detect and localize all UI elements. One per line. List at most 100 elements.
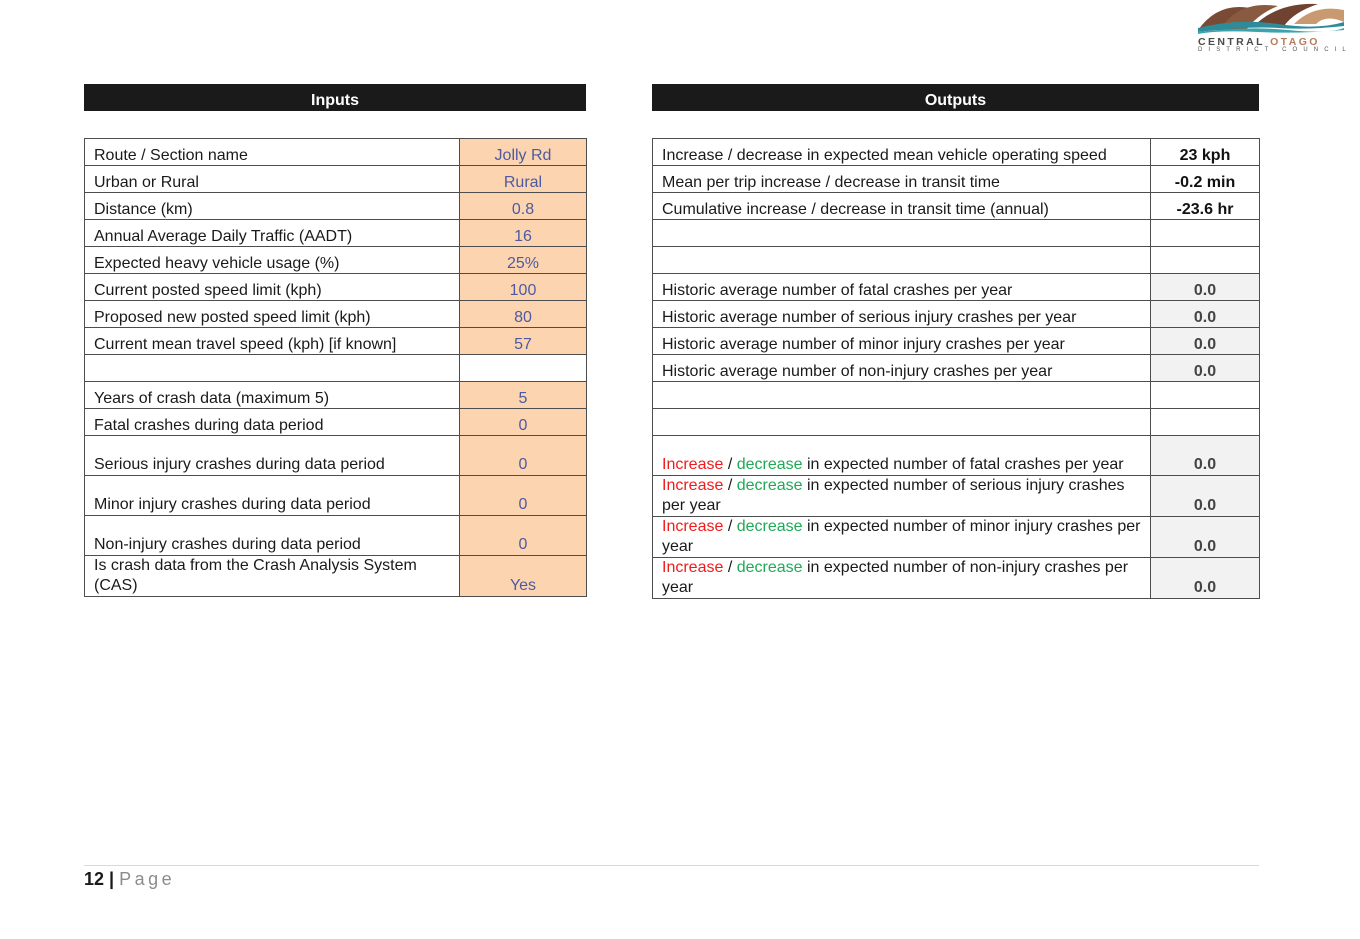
output-label: Increase / decrease in expected number o…	[652, 475, 1151, 517]
output-label: Mean per trip increase / decrease in tra…	[652, 165, 1151, 193]
input-label: Current posted speed limit (kph)	[84, 273, 460, 301]
table-row: Current posted speed limit (kph) 100	[84, 273, 587, 301]
input-value[interactable]: Rural	[459, 165, 587, 193]
table-row: Urban or Rural Rural	[84, 165, 587, 193]
input-value[interactable]: 0	[459, 515, 587, 556]
table-row: Mean per trip increase / decrease in tra…	[652, 165, 1260, 193]
table-row: Increase / decrease in expected mean veh…	[652, 138, 1260, 166]
output-value: 23 kph	[1150, 138, 1260, 166]
decrease-word: decrease	[736, 559, 803, 576]
table-row-blank	[652, 381, 1260, 409]
page-label: Page	[119, 869, 176, 889]
separator: /	[723, 456, 737, 473]
input-value	[459, 354, 587, 382]
output-label: Historic average number of minor injury …	[652, 327, 1151, 355]
input-value[interactable]: 80	[459, 300, 587, 328]
input-label: Annual Average Daily Traffic (AADT)	[84, 219, 460, 247]
input-label: Fatal crashes during data period	[84, 408, 460, 436]
outputs-header: Outputs	[652, 84, 1259, 111]
input-label: Distance (km)	[84, 192, 460, 220]
decrease-word: decrease	[736, 456, 803, 473]
table-row: Historic average number of minor injury …	[652, 327, 1260, 355]
table-row-blank	[652, 246, 1260, 274]
output-label	[652, 381, 1151, 409]
input-value[interactable]: 0	[459, 408, 587, 436]
input-label: Expected heavy vehicle usage (%)	[84, 246, 460, 274]
input-label: Minor injury crashes during data period	[84, 475, 460, 516]
input-value[interactable]: 0	[459, 435, 587, 476]
footer-divider	[84, 865, 1259, 866]
label-rest: in expected number of minor injury crash…	[662, 518, 1141, 555]
table-row: Minor injury crashes during data period …	[84, 475, 587, 516]
output-value: 0.0	[1150, 516, 1260, 558]
input-value[interactable]: 0	[459, 475, 587, 516]
output-value	[1150, 219, 1260, 247]
table-row-blank	[84, 354, 587, 382]
page-number: 12	[84, 869, 105, 889]
table-row: Increase / decrease in expected number o…	[652, 516, 1260, 558]
input-value[interactable]: 25%	[459, 246, 587, 274]
output-value: 0.0	[1150, 475, 1260, 517]
input-value[interactable]: 5	[459, 381, 587, 409]
output-value: -23.6 hr	[1150, 192, 1260, 220]
output-label	[652, 246, 1151, 274]
output-label: Increase / decrease in expected number o…	[652, 557, 1151, 599]
table-row: Increase / decrease in expected number o…	[652, 435, 1260, 476]
input-value[interactable]: 0.8	[459, 192, 587, 220]
table-row: Historic average number of fatal crashes…	[652, 273, 1260, 301]
output-label: Historic average number of serious injur…	[652, 300, 1151, 328]
separator: /	[723, 559, 737, 576]
inputs-table: Route / Section name Jolly Rd Urban or R…	[84, 138, 587, 597]
table-row: Historic average number of serious injur…	[652, 300, 1260, 328]
logo-subtitle: DISTRICT COUNCIL	[1198, 47, 1352, 53]
table-row-blank	[652, 408, 1260, 436]
output-value: 0.0	[1150, 327, 1260, 355]
output-label	[652, 408, 1151, 436]
input-value[interactable]: 100	[459, 273, 587, 301]
input-label: Non-injury crashes during data period	[84, 515, 460, 556]
table-row: Proposed new posted speed limit (kph) 80	[84, 300, 587, 328]
table-row: Annual Average Daily Traffic (AADT) 16	[84, 219, 587, 247]
inputs-header: Inputs	[84, 84, 586, 111]
separator: /	[723, 477, 737, 494]
input-value[interactable]: Yes	[459, 555, 587, 597]
table-row: Cumulative increase / decrease in transi…	[652, 192, 1260, 220]
increase-word: Increase	[662, 559, 724, 576]
output-label: Historic average number of non-injury cr…	[652, 354, 1151, 382]
label-rest: in expected number of fatal crashes per …	[802, 456, 1124, 473]
increase-word: Increase	[662, 477, 724, 494]
output-value	[1150, 408, 1260, 436]
table-row: Distance (km) 0.8	[84, 192, 587, 220]
increase-word: Increase	[662, 518, 724, 535]
table-row: Increase / decrease in expected number o…	[652, 475, 1260, 517]
table-row: Serious injury crashes during data perio…	[84, 435, 587, 476]
table-row: Increase / decrease in expected number o…	[652, 557, 1260, 599]
output-value: -0.2 min	[1150, 165, 1260, 193]
input-label: Route / Section name	[84, 138, 460, 166]
table-row: Fatal crashes during data period 0	[84, 408, 587, 436]
input-value[interactable]: Jolly Rd	[459, 138, 587, 166]
output-label	[652, 219, 1151, 247]
table-row: Is crash data from the Crash Analysis Sy…	[84, 555, 587, 597]
decrease-word: decrease	[736, 477, 803, 494]
label-rest: in expected number of non-injury crashes…	[662, 559, 1129, 596]
input-label: Urban or Rural	[84, 165, 460, 193]
input-value[interactable]: 57	[459, 327, 587, 355]
output-value: 0.0	[1150, 300, 1260, 328]
outputs-table: Increase / decrease in expected mean veh…	[652, 138, 1260, 599]
output-label: Increase / decrease in expected number o…	[652, 516, 1151, 558]
table-row: Non-injury crashes during data period 0	[84, 515, 587, 556]
council-logo: CENTRAL OTAGO DISTRICT COUNCIL	[1198, 0, 1352, 56]
input-label: Current mean travel speed (kph) [if know…	[84, 327, 460, 355]
separator: /	[723, 518, 737, 535]
output-value: 0.0	[1150, 354, 1260, 382]
input-label: Years of crash data (maximum 5)	[84, 381, 460, 409]
table-row: Expected heavy vehicle usage (%) 25%	[84, 246, 587, 274]
input-label	[84, 354, 460, 382]
page-separator: |	[109, 869, 115, 889]
logo-text: CENTRAL OTAGO	[1198, 36, 1320, 48]
table-row-blank	[652, 219, 1260, 247]
input-value[interactable]: 16	[459, 219, 587, 247]
output-label: Increase / decrease in expected number o…	[652, 435, 1151, 476]
logo-emblem	[1198, 3, 1344, 34]
